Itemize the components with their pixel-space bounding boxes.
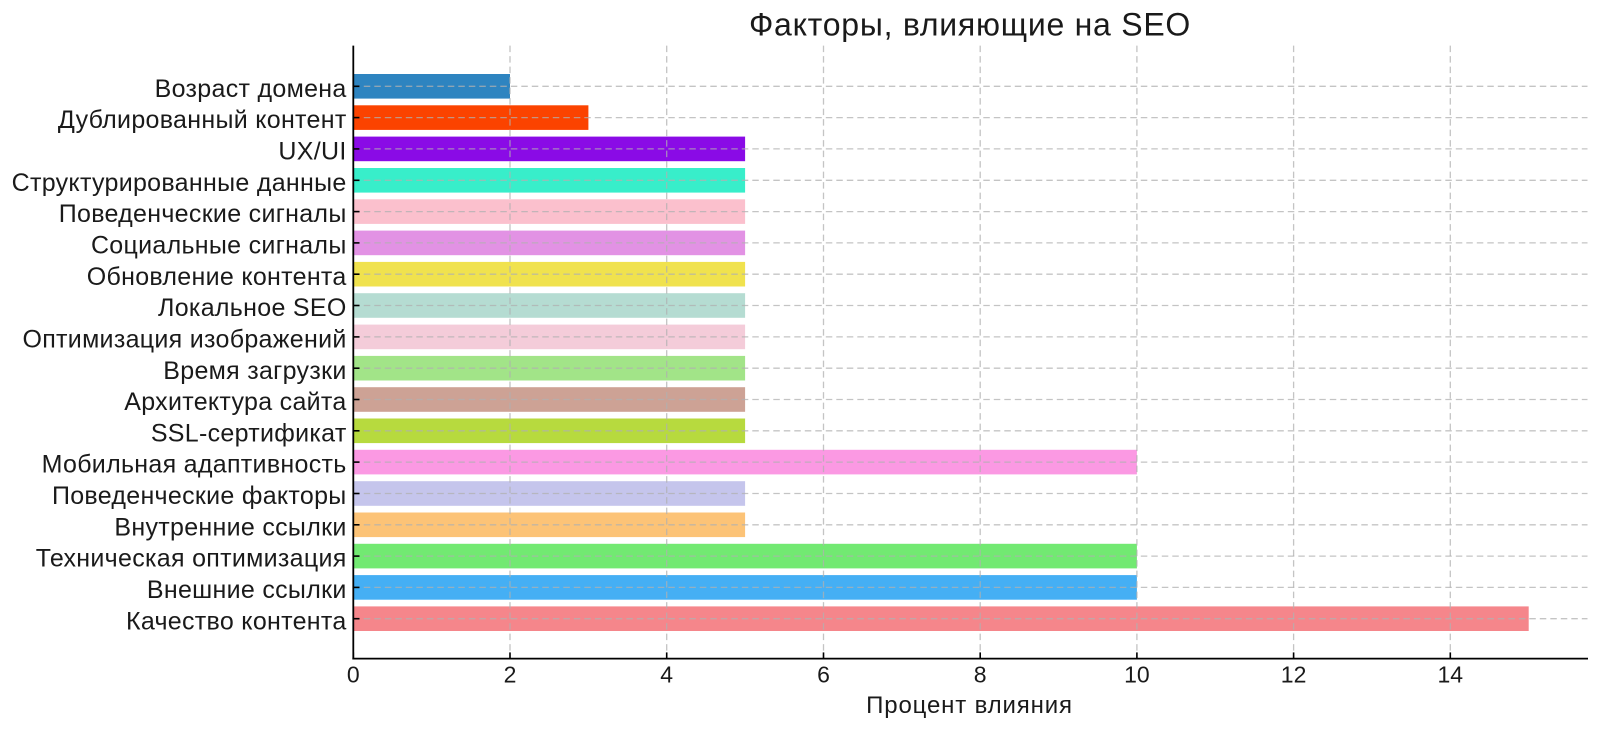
svg-text:Время загрузки: Время загрузки [163,357,346,385]
svg-text:Мобильная адаптивность: Мобильная адаптивность [42,451,347,479]
svg-text:Внутренние ссылки: Внутренние ссылки [114,513,346,541]
svg-text:Факторы, влияющие на SEO: Факторы, влияющие на SEO [749,6,1191,42]
svg-text:2: 2 [504,662,517,688]
svg-text:Социальные сигналы: Социальные сигналы [91,232,347,260]
svg-text:4: 4 [660,662,673,688]
svg-text:Процент влияния: Процент влияния [866,692,1073,719]
svg-text:Архитектура сайта: Архитектура сайта [124,388,346,416]
svg-text:Возраст домена: Возраст домена [155,75,347,103]
svg-text:Внешние ссылки: Внешние ссылки [147,576,347,604]
svg-text:SSL-сертификат: SSL-сертификат [151,419,347,447]
svg-text:Техническая оптимизация: Техническая оптимизация [36,545,347,573]
svg-text:Обновление контента: Обновление контента [87,263,347,291]
svg-text:UX/UI: UX/UI [278,138,346,166]
svg-text:Дублированный контент: Дублированный контент [58,106,347,134]
svg-text:10: 10 [1124,662,1150,688]
svg-text:Поведенческие факторы: Поведенческие факторы [52,482,347,510]
svg-text:Поведенческие сигналы: Поведенческие сигналы [59,200,347,228]
svg-text:Структурированные данные: Структурированные данные [12,169,347,197]
svg-text:14: 14 [1438,662,1464,688]
svg-text:6: 6 [817,662,830,688]
svg-text:Оптимизация изображений: Оптимизация изображений [22,326,346,354]
svg-text:0: 0 [347,662,360,688]
svg-text:8: 8 [974,662,987,688]
svg-text:Локальное SEO: Локальное SEO [158,294,347,322]
svg-text:Качество контента: Качество контента [126,607,347,635]
svg-text:12: 12 [1281,662,1307,688]
